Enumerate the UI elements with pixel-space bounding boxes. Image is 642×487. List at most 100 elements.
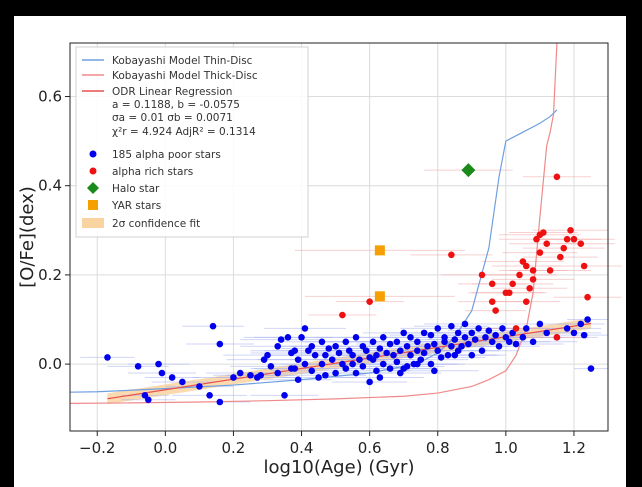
legend-label: Kobayashi Model Thin-Disc [112,55,253,67]
alpha-poor-star-point [339,360,346,368]
legend-label: 2σ confidence fit [112,218,200,230]
alpha-poor-star-point [454,347,462,355]
alpha-rich-star-point [584,293,591,301]
alpha-poor-star-point [386,340,394,348]
alpha-poor-star-point [362,347,370,355]
alpha-poor-star-point [431,367,438,375]
alpha-rich-star-point [339,311,346,319]
alpha-rich-star-point [492,307,499,314]
x-tick-label: 0.2 [222,439,246,457]
alpha-rich-star-point [488,280,496,288]
x-tick-label: 1.2 [562,439,586,457]
plot-frame [69,42,609,432]
alpha-rich-star-point [570,235,578,243]
alpha-poor-star-point [393,338,401,346]
legend-label: χ²r = 4.924 AdjR² = 0.1314 [112,126,256,138]
halo-star-point [461,163,476,178]
alpha-poor-star-point [495,342,503,350]
alpha-poor-star-point [414,338,421,346]
alpha-poor-star-point [294,376,302,384]
alpha-poor-star-point [522,325,530,332]
alpha-poor-star-point [434,347,442,355]
alpha-poor-star-point [155,360,162,368]
alpha-poor-star-point [322,351,329,359]
alpha-poor-star-point [274,369,282,377]
alpha-rich-star-point [580,262,588,270]
alpha-rich-star-point [536,249,544,256]
alpha-poor-star-point [570,329,578,337]
legend-label: YAR stars [111,200,161,212]
alpha-rich-star-point [522,298,530,305]
alpha-poor-star-point [396,347,404,355]
alpha-poor-star-point [441,334,448,341]
alpha-poor-star-point [277,336,285,343]
alpha-poor-star-point [505,338,513,346]
thick-disc-model-line [69,42,558,404]
legend: Kobayashi Model Thin-Disc Kobayashi Model… [75,46,309,238]
alpha-poor-star-point [485,327,493,334]
alpha-poor-star-point [403,363,411,370]
alpha-poor-star-point [291,347,299,355]
x-tick-label: 0.8 [426,439,450,457]
alpha-poor-star-point [369,356,377,363]
x-tick-label: 0.4 [290,439,314,457]
x-axis-label: log10(Age) (Gyr) [264,457,415,478]
alpha-poor-star-point [373,367,380,375]
legend-label: Halo star [112,183,160,195]
alpha-poor-star-point [383,349,390,357]
alpha-poor-star-point [247,371,254,379]
alpha-rich-star-point [557,253,564,261]
alpha-poor-star-point [471,336,479,343]
alpha-poor-star-point [349,351,356,359]
alpha-poor-star-point [311,351,319,359]
alpha-poor-star-point [403,342,411,350]
alpha-poor-star-point [267,363,275,370]
alpha-poor-star-point [342,365,350,372]
alpha-rich-star-point [448,251,455,259]
alpha-poor-star-point [390,351,397,359]
alpha-poor-star-point [499,325,506,332]
alpha-poor-star-point [434,325,442,332]
alpha-rich-star-point [543,240,551,247]
alpha-poor-star-point [274,342,282,350]
alpha-poor-star-point [308,342,316,350]
legend-label: ODR Linear Regression [112,86,232,98]
alpha-poor-star-point [264,351,271,359]
alpha-poor-star-point [291,365,299,372]
alpha-poor-star-point [458,342,465,350]
alpha-rich-star-point [533,235,540,243]
alpha-poor-star-point [359,342,367,350]
alpha-poor-star-point [298,334,305,341]
alpha-poor-star-point [580,331,588,339]
y-tick-label: 0.0 [38,355,62,373]
alpha-poor-star-point [396,369,404,377]
alpha-poor-star-point [335,349,343,357]
alpha-poor-star-point [414,360,421,368]
alpha-poor-star-point [407,351,414,359]
alpha-poor-star-point [454,329,462,337]
alpha-poor-star-point [400,329,407,337]
alpha-poor-star-point [529,338,537,346]
yar-star-point [374,245,385,256]
alpha-rich-star-point [560,244,568,252]
legend-square-swatch [88,200,98,210]
alpha-poor-star-point [465,340,472,348]
alpha-rich-star-point [488,298,496,305]
alpha-poor-star-point [519,334,527,341]
x-tick-label: 0.0 [153,439,177,457]
alpha-poor-star-point [257,371,264,379]
x-tick-label: 0.6 [358,439,382,457]
alpha-poor-star-point [461,334,469,341]
alpha-rich-star-point [366,298,373,305]
alpha-poor-star-point [488,338,496,346]
alpha-poor-star-point [342,338,350,346]
alpha-rich-star-point [567,227,574,234]
legend-patch-swatch [82,218,104,228]
alpha-poor-star-point [145,396,152,404]
alpha-poor-star-point [420,329,428,337]
alpha-rich-star-point [553,334,561,341]
alpha-poor-star-point [492,331,499,339]
alpha-poor-star-point [359,363,367,370]
alpha-poor-star-point [318,338,326,346]
